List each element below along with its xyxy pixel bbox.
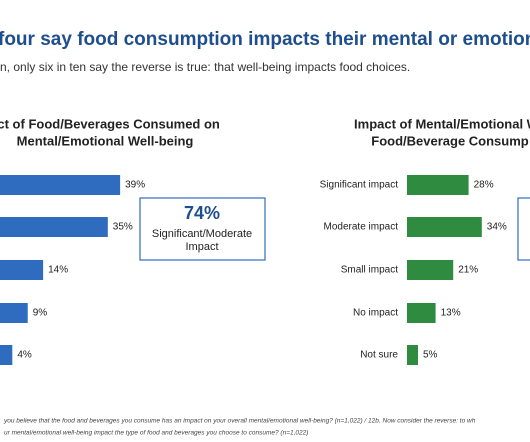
chart-title: Food/Beverage Consump [371, 133, 529, 148]
category-label: Moderate impact [324, 222, 399, 233]
bar [0, 217, 108, 237]
slide-title: four say food consumption impacts their … [0, 29, 530, 50]
callout-box [517, 197, 530, 261]
bar [407, 345, 418, 365]
value-label: 5% [423, 350, 438, 361]
chart-title: Mental/Emotional Well-being [17, 133, 194, 148]
callout-box [139, 197, 266, 261]
bar [0, 345, 13, 365]
footnote: ur mental/emotional well-being impact th… [4, 430, 308, 437]
bar [407, 217, 482, 237]
value-label: 34% [487, 222, 507, 233]
value-label: 9% [33, 308, 48, 319]
value-label: 35% [113, 222, 133, 233]
value-label: 28% [474, 180, 494, 191]
bar [407, 303, 436, 323]
category-label: Not sure [360, 350, 398, 361]
bar [407, 260, 454, 280]
value-label: 13% [441, 308, 461, 319]
slide-subtitle: n, only six in ten say the reverse is tr… [0, 60, 410, 74]
value-label: 4% [17, 350, 32, 361]
callout-text: Significant/Moderate [152, 228, 252, 240]
category-label: No impact [353, 308, 398, 319]
category-label: Significant impact [320, 180, 399, 191]
value-label: 39% [125, 180, 145, 191]
category-label: Small impact [341, 265, 398, 276]
footnote: you believe that the food and beverages … [3, 418, 476, 425]
bar [407, 175, 469, 195]
value-label: 14% [48, 265, 68, 276]
value-label: 21% [458, 265, 478, 276]
callout-value: 74% [184, 203, 220, 223]
bar [0, 260, 44, 280]
chart-title: Impact of Mental/Emotional We [354, 116, 530, 131]
chart-title: act of Food/Beverages Consumed on [0, 116, 220, 131]
callout-text: Impact [185, 241, 218, 253]
bar [0, 175, 121, 195]
bar [0, 303, 28, 323]
